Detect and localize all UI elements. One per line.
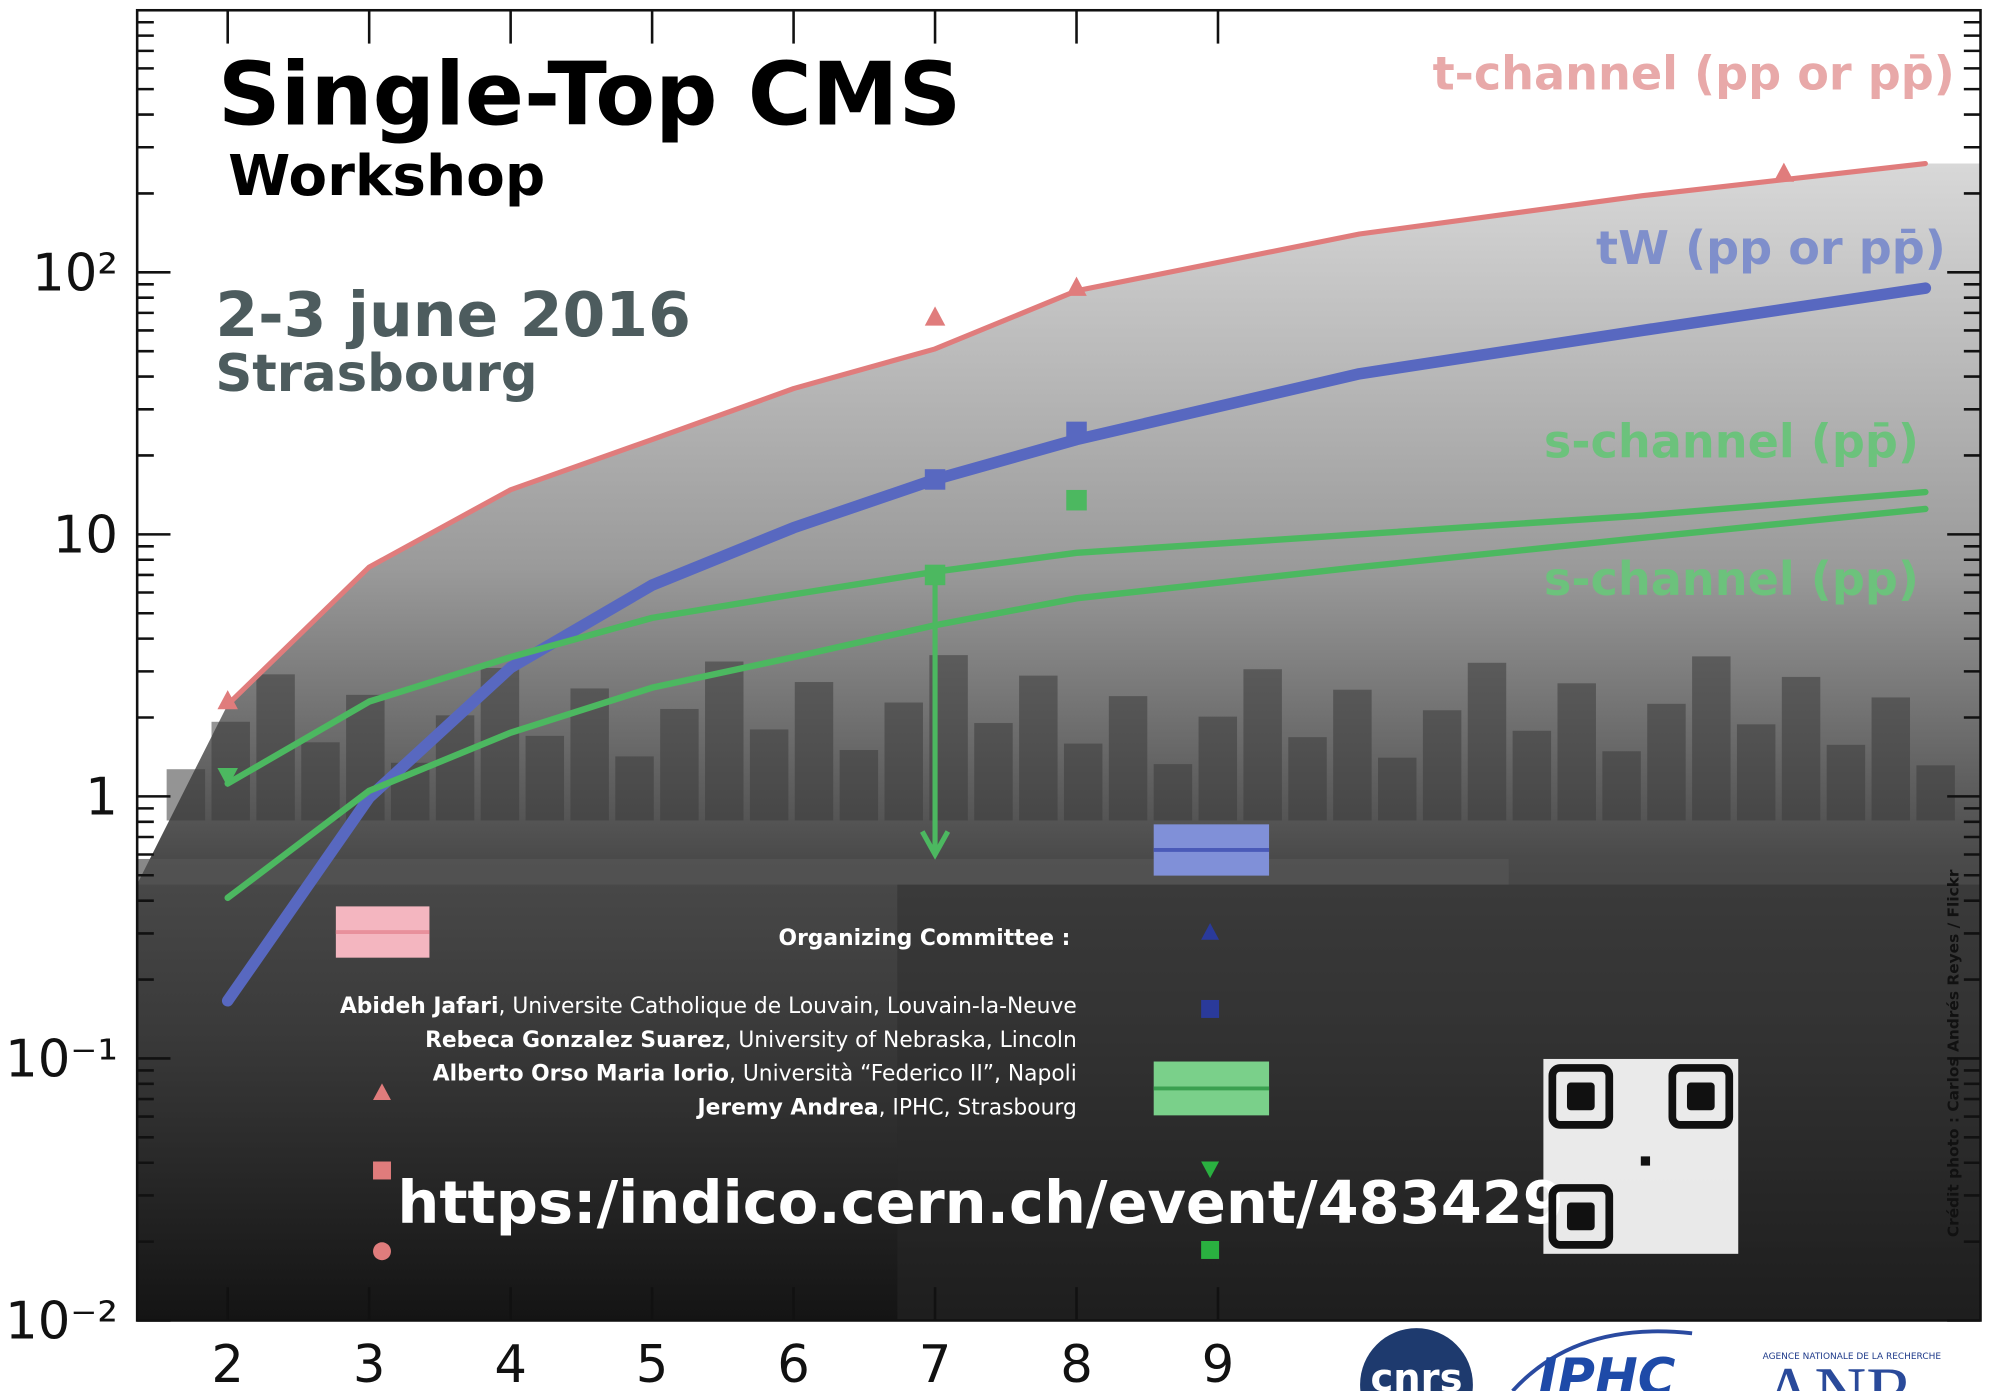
x-tick-label: 4 bbox=[494, 1335, 527, 1391]
building bbox=[1288, 737, 1326, 820]
x-tick-label: 2 bbox=[211, 1335, 244, 1391]
building bbox=[1378, 758, 1416, 821]
building bbox=[840, 750, 878, 821]
logos: cnrs IPHC AGENCE NATIONALE DE LA RECHERC… bbox=[1360, 1328, 1941, 1391]
building bbox=[1468, 663, 1506, 821]
series-label: t-channel (pp or pp̄) bbox=[1433, 47, 1955, 101]
committee-heading: Organizing Committee : bbox=[779, 926, 1071, 951]
series-label: s-channel (pp̄) bbox=[1544, 415, 1919, 469]
x-tick-label: 6 bbox=[777, 1335, 810, 1391]
building bbox=[1782, 677, 1820, 821]
building bbox=[1872, 697, 1910, 820]
qr-finder-core bbox=[1567, 1203, 1595, 1231]
y-tick-label: 10⁻² bbox=[5, 1291, 118, 1351]
photo-credit: Crédit photo : Carlos Andrés Reyes / Fli… bbox=[1945, 869, 1963, 1237]
building bbox=[1737, 724, 1775, 820]
data-point bbox=[925, 565, 946, 586]
member-affiliation: , University of Nebraska, Lincoln bbox=[724, 1028, 1076, 1053]
data-point bbox=[1066, 277, 1087, 296]
building bbox=[1109, 696, 1147, 820]
qr-code bbox=[1543, 1059, 1738, 1254]
building bbox=[1243, 669, 1281, 820]
building bbox=[1019, 676, 1057, 821]
data-point bbox=[1066, 422, 1087, 443]
qr-finder-core bbox=[1687, 1083, 1715, 1111]
data-point bbox=[925, 469, 946, 490]
legend-marker bbox=[373, 1162, 391, 1180]
y-tick-label: 1 bbox=[85, 767, 118, 827]
building bbox=[705, 662, 743, 821]
legend-marker bbox=[1201, 1241, 1219, 1259]
building bbox=[795, 682, 833, 820]
x-tick-label: 5 bbox=[636, 1335, 669, 1391]
legend-marker bbox=[1201, 1000, 1219, 1018]
building bbox=[1423, 710, 1461, 820]
series-label: s-channel (pp) bbox=[1544, 552, 1919, 606]
building bbox=[974, 723, 1012, 820]
anr-text: ANR bbox=[1763, 1353, 1915, 1391]
body: 10⁻² 10⁻¹ 1 10 10² 2 3 4 5 6 7 8 9 t-channel (pp or p… bbox=[0, 0, 2010, 1391]
poster-place: Strasbourg bbox=[215, 344, 537, 404]
poster-date: 2-3 june 2016 bbox=[215, 279, 691, 351]
event-url[interactable]: https:/indico.cern.ch/event/483429 bbox=[397, 1168, 1563, 1237]
iphc-text: IPHC bbox=[1538, 1348, 1676, 1391]
committee-member: Jeremy Andrea, IPHC, Strasbourg bbox=[696, 1096, 1077, 1121]
building bbox=[1692, 656, 1730, 820]
building bbox=[1916, 765, 1954, 820]
building bbox=[1827, 745, 1865, 821]
x-tick-label: 8 bbox=[1060, 1335, 1093, 1391]
page: Single-Top CMS Workshop {"poster": { "ti… bbox=[0, 0, 2010, 1391]
x-tick-label: 7 bbox=[919, 1335, 952, 1391]
qr-finder-core bbox=[1567, 1083, 1595, 1111]
member-name: Rebeca Gonzalez Suarez bbox=[425, 1028, 724, 1053]
building bbox=[526, 736, 564, 821]
data-point bbox=[1774, 163, 1795, 182]
member-name: Jeremy Andrea bbox=[696, 1096, 879, 1121]
poster-subtitle: Workshop bbox=[228, 144, 545, 209]
building bbox=[1154, 764, 1192, 820]
data-point bbox=[1066, 490, 1087, 511]
series-label: tW (pp or pp̄) bbox=[1596, 221, 1946, 275]
committee-member: Rebeca Gonzalez Suarez, University of Ne… bbox=[425, 1028, 1077, 1053]
building bbox=[1199, 717, 1237, 821]
poster-title: Single-Top CMS bbox=[218, 43, 961, 145]
qr-cell bbox=[1641, 1156, 1650, 1165]
building bbox=[615, 756, 653, 820]
building bbox=[1064, 744, 1102, 821]
member-name: Alberto Orso Maria Iorio bbox=[433, 1062, 729, 1087]
legend-marker bbox=[373, 1242, 391, 1260]
cnrs-text: cnrs bbox=[1370, 1356, 1462, 1391]
building bbox=[167, 769, 205, 820]
member-name: Abideh Jafari bbox=[340, 994, 499, 1019]
data-point bbox=[925, 306, 946, 325]
building bbox=[660, 709, 698, 821]
y-tick-label: 10² bbox=[32, 243, 118, 303]
building bbox=[885, 703, 923, 821]
building bbox=[1513, 731, 1551, 821]
x-tick-label: 9 bbox=[1202, 1335, 1235, 1391]
member-affiliation: , IPHC, Strasbourg bbox=[879, 1096, 1077, 1121]
committee-member: Alberto Orso Maria Iorio, Università “Fe… bbox=[433, 1062, 1077, 1087]
building bbox=[1333, 690, 1371, 821]
quay bbox=[137, 859, 1509, 885]
y-tick-label: 10 bbox=[53, 505, 118, 565]
building bbox=[1602, 751, 1640, 820]
poster: 10⁻² 10⁻¹ 1 10 10² 2 3 4 5 6 7 8 9 t-channel (pp or p… bbox=[0, 0, 2010, 1391]
building bbox=[1647, 704, 1685, 821]
committee-member: Abideh Jafari, Universite Catholique de … bbox=[340, 994, 1077, 1019]
member-affiliation: , Universite Catholique de Louvain, Louv… bbox=[499, 994, 1077, 1019]
member-affiliation: , Università “Federico II”, Napoli bbox=[729, 1062, 1077, 1087]
building bbox=[750, 729, 788, 820]
building bbox=[301, 742, 339, 820]
building bbox=[1557, 683, 1595, 820]
y-tick-label: 10⁻¹ bbox=[5, 1029, 118, 1089]
x-tick-label: 3 bbox=[353, 1335, 386, 1391]
